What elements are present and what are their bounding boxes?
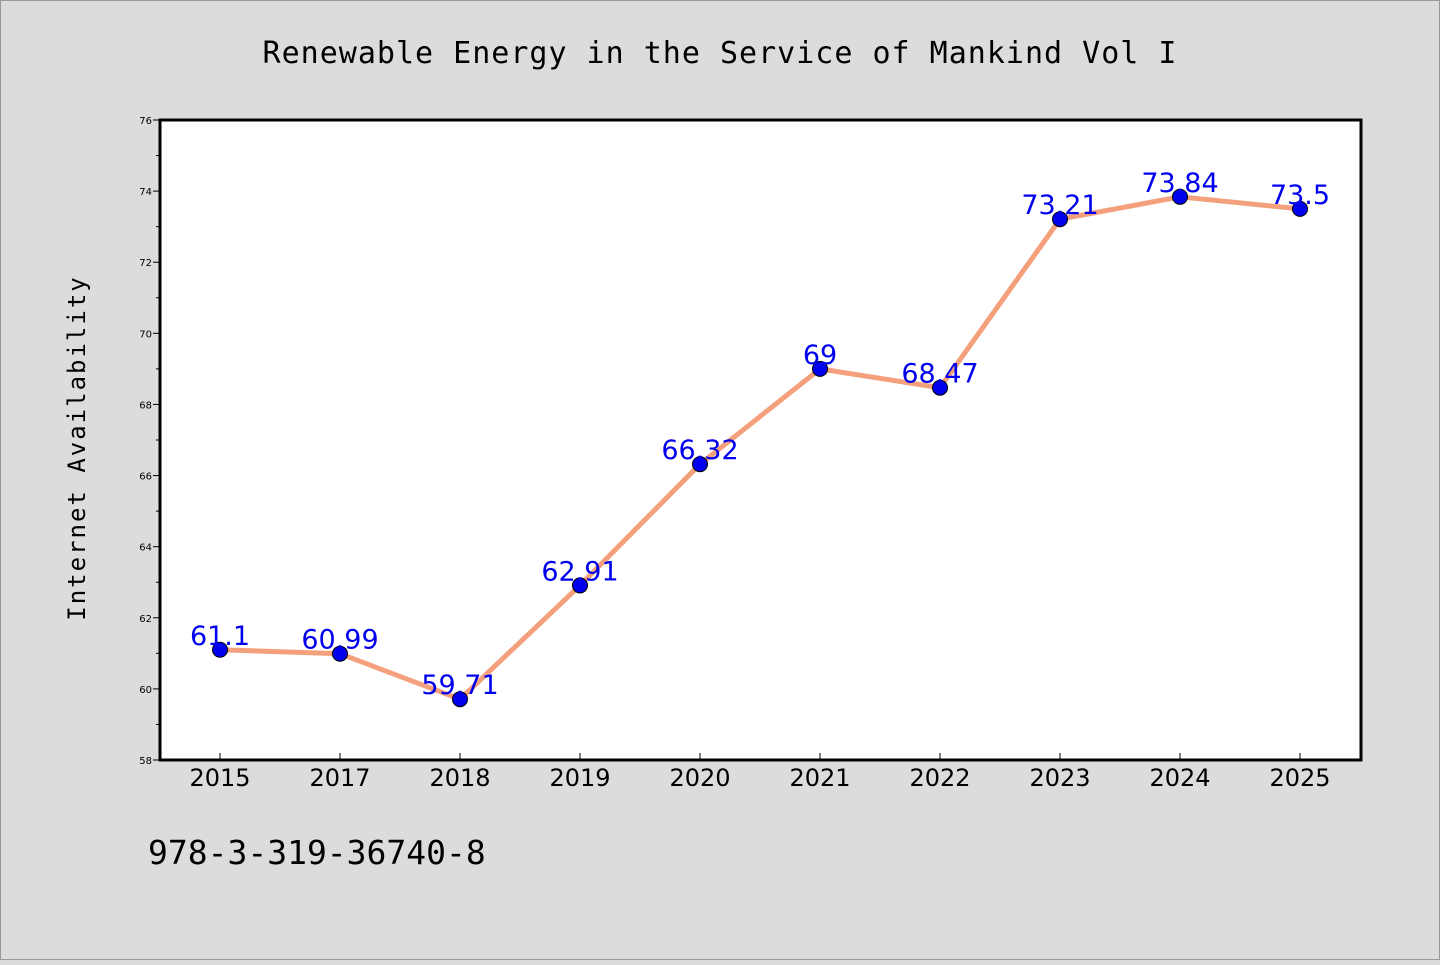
data-point [1052, 211, 1068, 228]
x-axis: 2015 2017 2018 2019 2020 2021 2022 2023 2024 2025 [189, 753, 1331, 792]
plot-area [160, 120, 1361, 760]
y-axis-label: Internet Availability [63, 275, 91, 620]
data-label: 73.21 [1021, 190, 1098, 221]
data-label: 59.71 [421, 670, 498, 701]
y-tick-label: 58 [139, 756, 152, 767]
x-tick-label: 2022 [909, 764, 970, 792]
x-tick-label: 2024 [1149, 764, 1210, 792]
data-point [212, 641, 228, 658]
data-point [692, 456, 708, 473]
data-label: 66.32 [661, 435, 738, 466]
x-tick-label: 2017 [309, 764, 370, 792]
y-tick-label: 72 [139, 258, 152, 269]
data-point [932, 379, 948, 396]
data-label: 69 [803, 340, 837, 371]
data-point [1292, 200, 1308, 217]
data-label: 60.99 [301, 625, 378, 656]
y-tick-label: 74 [139, 187, 152, 198]
x-tick-label: 2019 [549, 764, 610, 792]
x-tick-label: 2015 [189, 764, 250, 792]
data-point [812, 360, 828, 377]
chart-title: Renewable Energy in the Service of Manki… [263, 36, 1178, 71]
isbn-text: 978-3-319-36740-8 [148, 833, 486, 872]
data-point [1172, 188, 1188, 205]
y-tick-label: 76 [139, 116, 152, 127]
series-line [217, 194, 1303, 702]
x-tick-label: 2021 [789, 764, 850, 792]
plot-frame [158, 118, 1363, 762]
y-tick-label: 66 [139, 472, 152, 483]
data-point [572, 577, 588, 594]
series-layer [212, 188, 1308, 708]
data-point [452, 691, 468, 708]
data-label: 68.47 [901, 359, 978, 390]
data-label-layer: 61.1 60.99 59.71 62.91 66.32 69 68.47 73.21 73.8… [190, 168, 1330, 701]
x-tick-label: 2020 [669, 764, 730, 792]
y-tick-label: 60 [139, 685, 152, 696]
data-label: 62.91 [541, 556, 618, 587]
y-tick-label: 62 [139, 614, 152, 625]
data-label: 73.5 [1270, 180, 1330, 211]
y-tick-label: 64 [139, 543, 152, 554]
x-tick-label: 2018 [429, 764, 490, 792]
x-tick-label: 2025 [1269, 764, 1330, 792]
x-tick-label: 2023 [1029, 764, 1090, 792]
y-tick-label: 68 [139, 400, 152, 411]
data-point [332, 645, 348, 662]
y-tick-label: 70 [139, 329, 152, 340]
data-label: 61.1 [190, 621, 250, 652]
data-label: 73.84 [1141, 168, 1218, 199]
